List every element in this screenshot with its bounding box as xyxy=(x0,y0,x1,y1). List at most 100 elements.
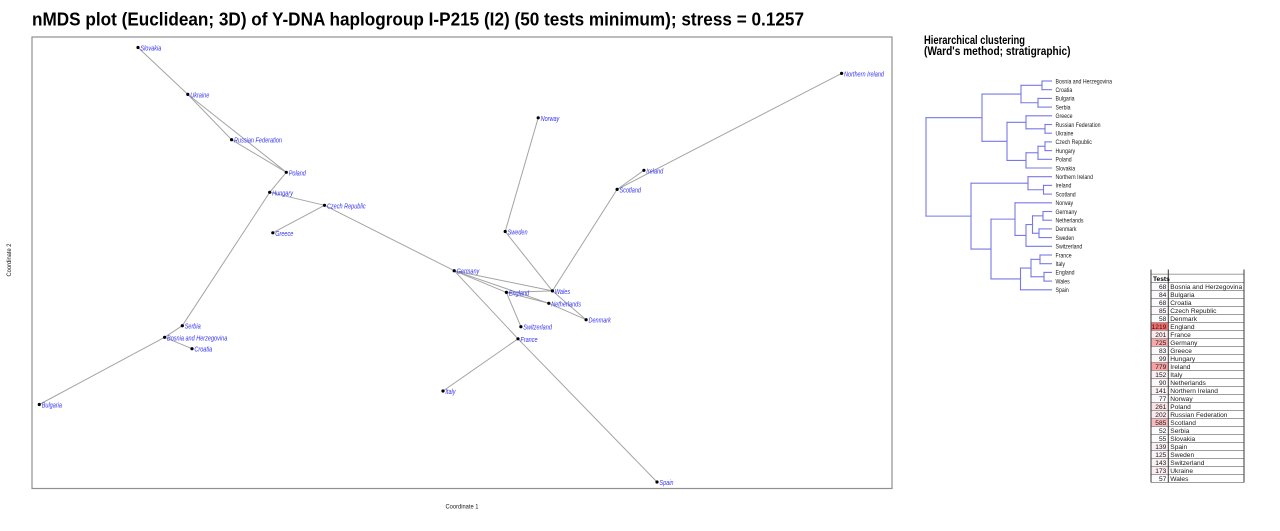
svg-text:Switzerland: Switzerland xyxy=(1170,460,1204,467)
svg-text:Serbia: Serbia xyxy=(1056,104,1071,111)
svg-text:Greece: Greece xyxy=(1170,348,1192,355)
svg-text:Ukraine: Ukraine xyxy=(1170,468,1193,475)
svg-text:141: 141 xyxy=(1155,388,1166,395)
svg-text:Hierarchical clustering: Hierarchical clustering xyxy=(924,35,1025,47)
svg-text:Greece: Greece xyxy=(1056,113,1073,120)
svg-text:52: 52 xyxy=(1159,428,1167,435)
svg-text:Scotland: Scotland xyxy=(620,185,642,194)
svg-text:Hungary: Hungary xyxy=(272,188,293,197)
svg-text:Northern Ireland: Northern Ireland xyxy=(844,69,885,78)
svg-text:Coordinate 1: Coordinate 1 xyxy=(446,504,479,511)
svg-text:Norway: Norway xyxy=(1056,200,1074,207)
svg-text:Czech Republic: Czech Republic xyxy=(1056,139,1093,146)
svg-text:Northern Ireland: Northern Ireland xyxy=(1056,174,1094,181)
svg-text:152: 152 xyxy=(1155,372,1166,379)
svg-text:Coordinate 2: Coordinate 2 xyxy=(6,243,13,276)
svg-text:Croatia: Croatia xyxy=(1056,87,1073,94)
svg-text:Bosnia and Herzegovina: Bosnia and Herzegovina xyxy=(167,333,227,342)
svg-text:Germany: Germany xyxy=(457,267,480,276)
svg-text:125: 125 xyxy=(1155,452,1166,459)
svg-text:Switzerland: Switzerland xyxy=(523,323,552,332)
svg-text:Spain: Spain xyxy=(1056,287,1070,294)
svg-text:779: 779 xyxy=(1155,364,1166,371)
svg-text:Ireland: Ireland xyxy=(1170,364,1190,371)
svg-text:Italy: Italy xyxy=(1170,372,1183,379)
svg-text:Ireland: Ireland xyxy=(646,166,664,175)
svg-text:585: 585 xyxy=(1155,420,1166,427)
svg-text:Bosnia and Herzegovina: Bosnia and Herzegovina xyxy=(1170,284,1242,291)
svg-text:99: 99 xyxy=(1159,356,1167,363)
svg-text:261: 261 xyxy=(1155,404,1166,411)
svg-text:Slovakia: Slovakia xyxy=(140,44,161,53)
svg-text:202: 202 xyxy=(1155,412,1166,419)
svg-text:Denmark: Denmark xyxy=(1056,226,1078,233)
svg-text:Croatia: Croatia xyxy=(194,345,212,354)
svg-text:Ukraine: Ukraine xyxy=(190,90,209,99)
svg-text:201: 201 xyxy=(1155,332,1166,339)
svg-text:Sweden: Sweden xyxy=(508,228,528,237)
svg-text:Netherlands: Netherlands xyxy=(551,299,581,308)
svg-text:90: 90 xyxy=(1159,380,1167,387)
svg-text:Scotland: Scotland xyxy=(1170,420,1196,427)
svg-text:England: England xyxy=(1170,324,1195,331)
svg-text:Poland: Poland xyxy=(1056,157,1072,164)
svg-text:58: 58 xyxy=(1159,316,1167,323)
svg-text:Russian Federation: Russian Federation xyxy=(1056,122,1101,129)
svg-text:Serbia: Serbia xyxy=(1170,428,1189,435)
svg-text:Bulgaria: Bulgaria xyxy=(1170,292,1195,299)
svg-text:Wales: Wales xyxy=(555,287,571,296)
svg-text:Switzerland: Switzerland xyxy=(1056,244,1083,251)
svg-text:France: France xyxy=(1056,252,1072,259)
svg-text:83: 83 xyxy=(1159,348,1167,355)
svg-text:139: 139 xyxy=(1155,444,1166,451)
svg-text:Bulgaria: Bulgaria xyxy=(1056,96,1075,103)
svg-text:1219: 1219 xyxy=(1152,324,1167,331)
svg-text:Germany: Germany xyxy=(1056,209,1078,216)
svg-text:France: France xyxy=(520,335,537,344)
svg-text:Wales: Wales xyxy=(1056,278,1070,285)
svg-text:68: 68 xyxy=(1159,284,1167,291)
svg-text:Slovakia: Slovakia xyxy=(1170,436,1195,443)
svg-text:Sweden: Sweden xyxy=(1056,235,1075,242)
svg-text:Serbia: Serbia xyxy=(185,322,201,331)
svg-text:Northern Ireland: Northern Ireland xyxy=(1170,388,1218,395)
svg-text:Italy: Italy xyxy=(445,387,455,396)
svg-text:Wales: Wales xyxy=(1170,476,1189,483)
svg-text:Poland: Poland xyxy=(1170,404,1191,411)
svg-text:Bulgaria: Bulgaria xyxy=(42,401,62,410)
svg-text:Norway: Norway xyxy=(541,114,560,123)
svg-text:Slovakia: Slovakia xyxy=(1056,165,1076,172)
svg-text:68: 68 xyxy=(1159,300,1167,307)
svg-text:77: 77 xyxy=(1159,396,1167,403)
svg-text:55: 55 xyxy=(1159,436,1167,443)
svg-text:Hungary: Hungary xyxy=(1056,148,1076,155)
svg-text:Russian Federation: Russian Federation xyxy=(234,136,282,145)
svg-text:Poland: Poland xyxy=(289,168,307,177)
svg-text:Ireland: Ireland xyxy=(1056,183,1072,190)
svg-text:Russian Federation: Russian Federation xyxy=(1170,412,1228,419)
svg-text:84: 84 xyxy=(1159,292,1167,299)
svg-text:nMDS plot (Euclidean; 3D) of Y: nMDS plot (Euclidean; 3D) of Y-DNA haplo… xyxy=(32,9,804,30)
svg-text:Netherlands: Netherlands xyxy=(1056,218,1084,225)
svg-text:Bosnia and Herzegovina: Bosnia and Herzegovina xyxy=(1056,78,1113,85)
svg-text:Hungary: Hungary xyxy=(1170,356,1196,363)
svg-text:Spain: Spain xyxy=(1170,444,1187,451)
svg-text:Czech Republic: Czech Republic xyxy=(1170,308,1217,315)
svg-text:Sweden: Sweden xyxy=(1170,452,1194,459)
svg-text:725: 725 xyxy=(1155,340,1166,347)
svg-text:Scotland: Scotland xyxy=(1056,191,1077,198)
svg-text:Denmark: Denmark xyxy=(589,316,612,325)
svg-text:Germany: Germany xyxy=(1170,340,1198,347)
svg-text:57: 57 xyxy=(1159,476,1167,483)
svg-text:England: England xyxy=(1056,270,1075,277)
svg-text:Spain: Spain xyxy=(659,478,673,487)
svg-text:(Ward's method; stratigraphic): (Ward's method; stratigraphic) xyxy=(924,46,1071,58)
svg-text:Italy: Italy xyxy=(1056,261,1066,268)
svg-text:Netherlands: Netherlands xyxy=(1170,380,1206,387)
svg-text:143: 143 xyxy=(1155,460,1166,467)
svg-text:France: France xyxy=(1170,332,1191,339)
svg-text:Croatia: Croatia xyxy=(1170,300,1192,307)
svg-text:Ukraine: Ukraine xyxy=(1056,131,1074,138)
svg-text:Tests: Tests xyxy=(1153,276,1170,283)
svg-text:Norway: Norway xyxy=(1170,396,1193,403)
